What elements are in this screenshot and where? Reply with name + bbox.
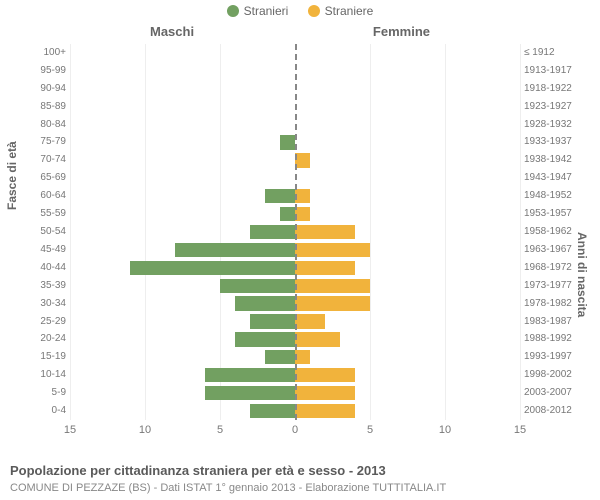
age-label: 75-79: [0, 136, 66, 147]
birth-year-label: 1968-1972: [524, 262, 572, 273]
age-label: 25-29: [0, 316, 66, 327]
birth-year-label: 1963-1967: [524, 244, 572, 255]
age-label: 35-39: [0, 280, 66, 291]
age-label: 0-4: [0, 405, 66, 416]
birth-year-label: 2003-2007: [524, 387, 572, 398]
birth-year-label: 1913-1917: [524, 65, 572, 76]
bar-female: [295, 189, 310, 203]
x-tick-label: 15: [514, 424, 526, 436]
bar-female: [295, 350, 310, 364]
birth-year-label: 1983-1987: [524, 316, 572, 327]
age-label: 15-19: [0, 351, 66, 362]
legend-label-male: Stranieri: [244, 4, 289, 18]
bar-male: [205, 368, 295, 382]
legend-item-female: Straniere: [308, 4, 374, 18]
bar-male: [250, 404, 295, 418]
age-label: 100+: [0, 47, 66, 58]
birth-year-label: 1918-1922: [524, 83, 572, 94]
bar-male: [250, 225, 295, 239]
legend-label-female: Straniere: [325, 4, 374, 18]
birth-year-label: ≤ 1912: [524, 47, 555, 58]
birth-year-label: 1973-1977: [524, 280, 572, 291]
chart-title: Popolazione per cittadinanza straniera p…: [10, 463, 386, 478]
x-tick-label: 15: [64, 424, 76, 436]
x-tick-label: 10: [139, 424, 151, 436]
bar-female: [295, 225, 355, 239]
bar-male: [175, 243, 295, 257]
birth-year-label: 1993-1997: [524, 351, 572, 362]
plot-area: [70, 44, 520, 420]
birth-year-label: 1943-1947: [524, 172, 572, 183]
age-label: 45-49: [0, 244, 66, 255]
birth-year-label: 1953-1957: [524, 208, 572, 219]
bar-female: [295, 153, 310, 167]
bar-male: [235, 296, 295, 310]
bar-male: [265, 350, 295, 364]
age-label: 5-9: [0, 387, 66, 398]
legend: Stranieri Straniere: [0, 4, 600, 20]
bar-female: [295, 386, 355, 400]
bar-male: [235, 332, 295, 346]
age-label: 40-44: [0, 262, 66, 273]
birth-year-label: 1948-1952: [524, 190, 572, 201]
birth-year-label: 1928-1932: [524, 119, 572, 130]
chart-subtitle: COMUNE DI PEZZAZE (BS) - Dati ISTAT 1° g…: [10, 482, 446, 494]
bar-male: [130, 261, 295, 275]
bar-male: [250, 314, 295, 328]
age-label: 95-99: [0, 65, 66, 76]
age-label: 90-94: [0, 83, 66, 94]
bar-female: [295, 279, 370, 293]
gridline: [520, 44, 521, 420]
birth-year-label: 1958-1962: [524, 226, 572, 237]
bar-female: [295, 368, 355, 382]
bar-female: [295, 261, 355, 275]
bar-female: [295, 332, 340, 346]
legend-swatch-female: [308, 5, 320, 17]
age-label: 30-34: [0, 298, 66, 309]
age-label: 80-84: [0, 119, 66, 130]
age-label: 50-54: [0, 226, 66, 237]
bar-male: [205, 386, 295, 400]
bar-female: [295, 243, 370, 257]
age-label: 10-14: [0, 369, 66, 380]
birth-year-label: 1938-1942: [524, 154, 572, 165]
bar-female: [295, 296, 370, 310]
bar-female: [295, 404, 355, 418]
legend-item-male: Stranieri: [227, 4, 289, 18]
x-tick-label: 10: [439, 424, 451, 436]
birth-year-label: 1988-1992: [524, 333, 572, 344]
bar-male: [220, 279, 295, 293]
age-label: 60-64: [0, 190, 66, 201]
y-axis-title-right: Anni di nascita: [575, 232, 589, 317]
birth-year-label: 1978-1982: [524, 298, 572, 309]
birth-year-label: 2008-2012: [524, 405, 572, 416]
center-axis-line: [295, 44, 297, 420]
bar-female: [295, 207, 310, 221]
column-title-female: Femmine: [373, 24, 430, 39]
birth-year-label: 1998-2002: [524, 369, 572, 380]
age-label: 65-69: [0, 172, 66, 183]
age-label: 70-74: [0, 154, 66, 165]
birth-year-label: 1933-1937: [524, 136, 572, 147]
bar-male: [280, 135, 295, 149]
bar-male: [265, 189, 295, 203]
legend-swatch-male: [227, 5, 239, 17]
column-title-male: Maschi: [150, 24, 194, 39]
population-pyramid-chart: Stranieri Straniere Maschi Femmine Fasce…: [0, 0, 600, 500]
age-label: 85-89: [0, 101, 66, 112]
x-tick-label: 5: [367, 424, 373, 436]
birth-year-label: 1923-1927: [524, 101, 572, 112]
bar-female: [295, 314, 325, 328]
age-label: 20-24: [0, 333, 66, 344]
bar-male: [280, 207, 295, 221]
x-tick-label: 5: [217, 424, 223, 436]
x-tick-label: 0: [292, 424, 298, 436]
age-label: 55-59: [0, 208, 66, 219]
